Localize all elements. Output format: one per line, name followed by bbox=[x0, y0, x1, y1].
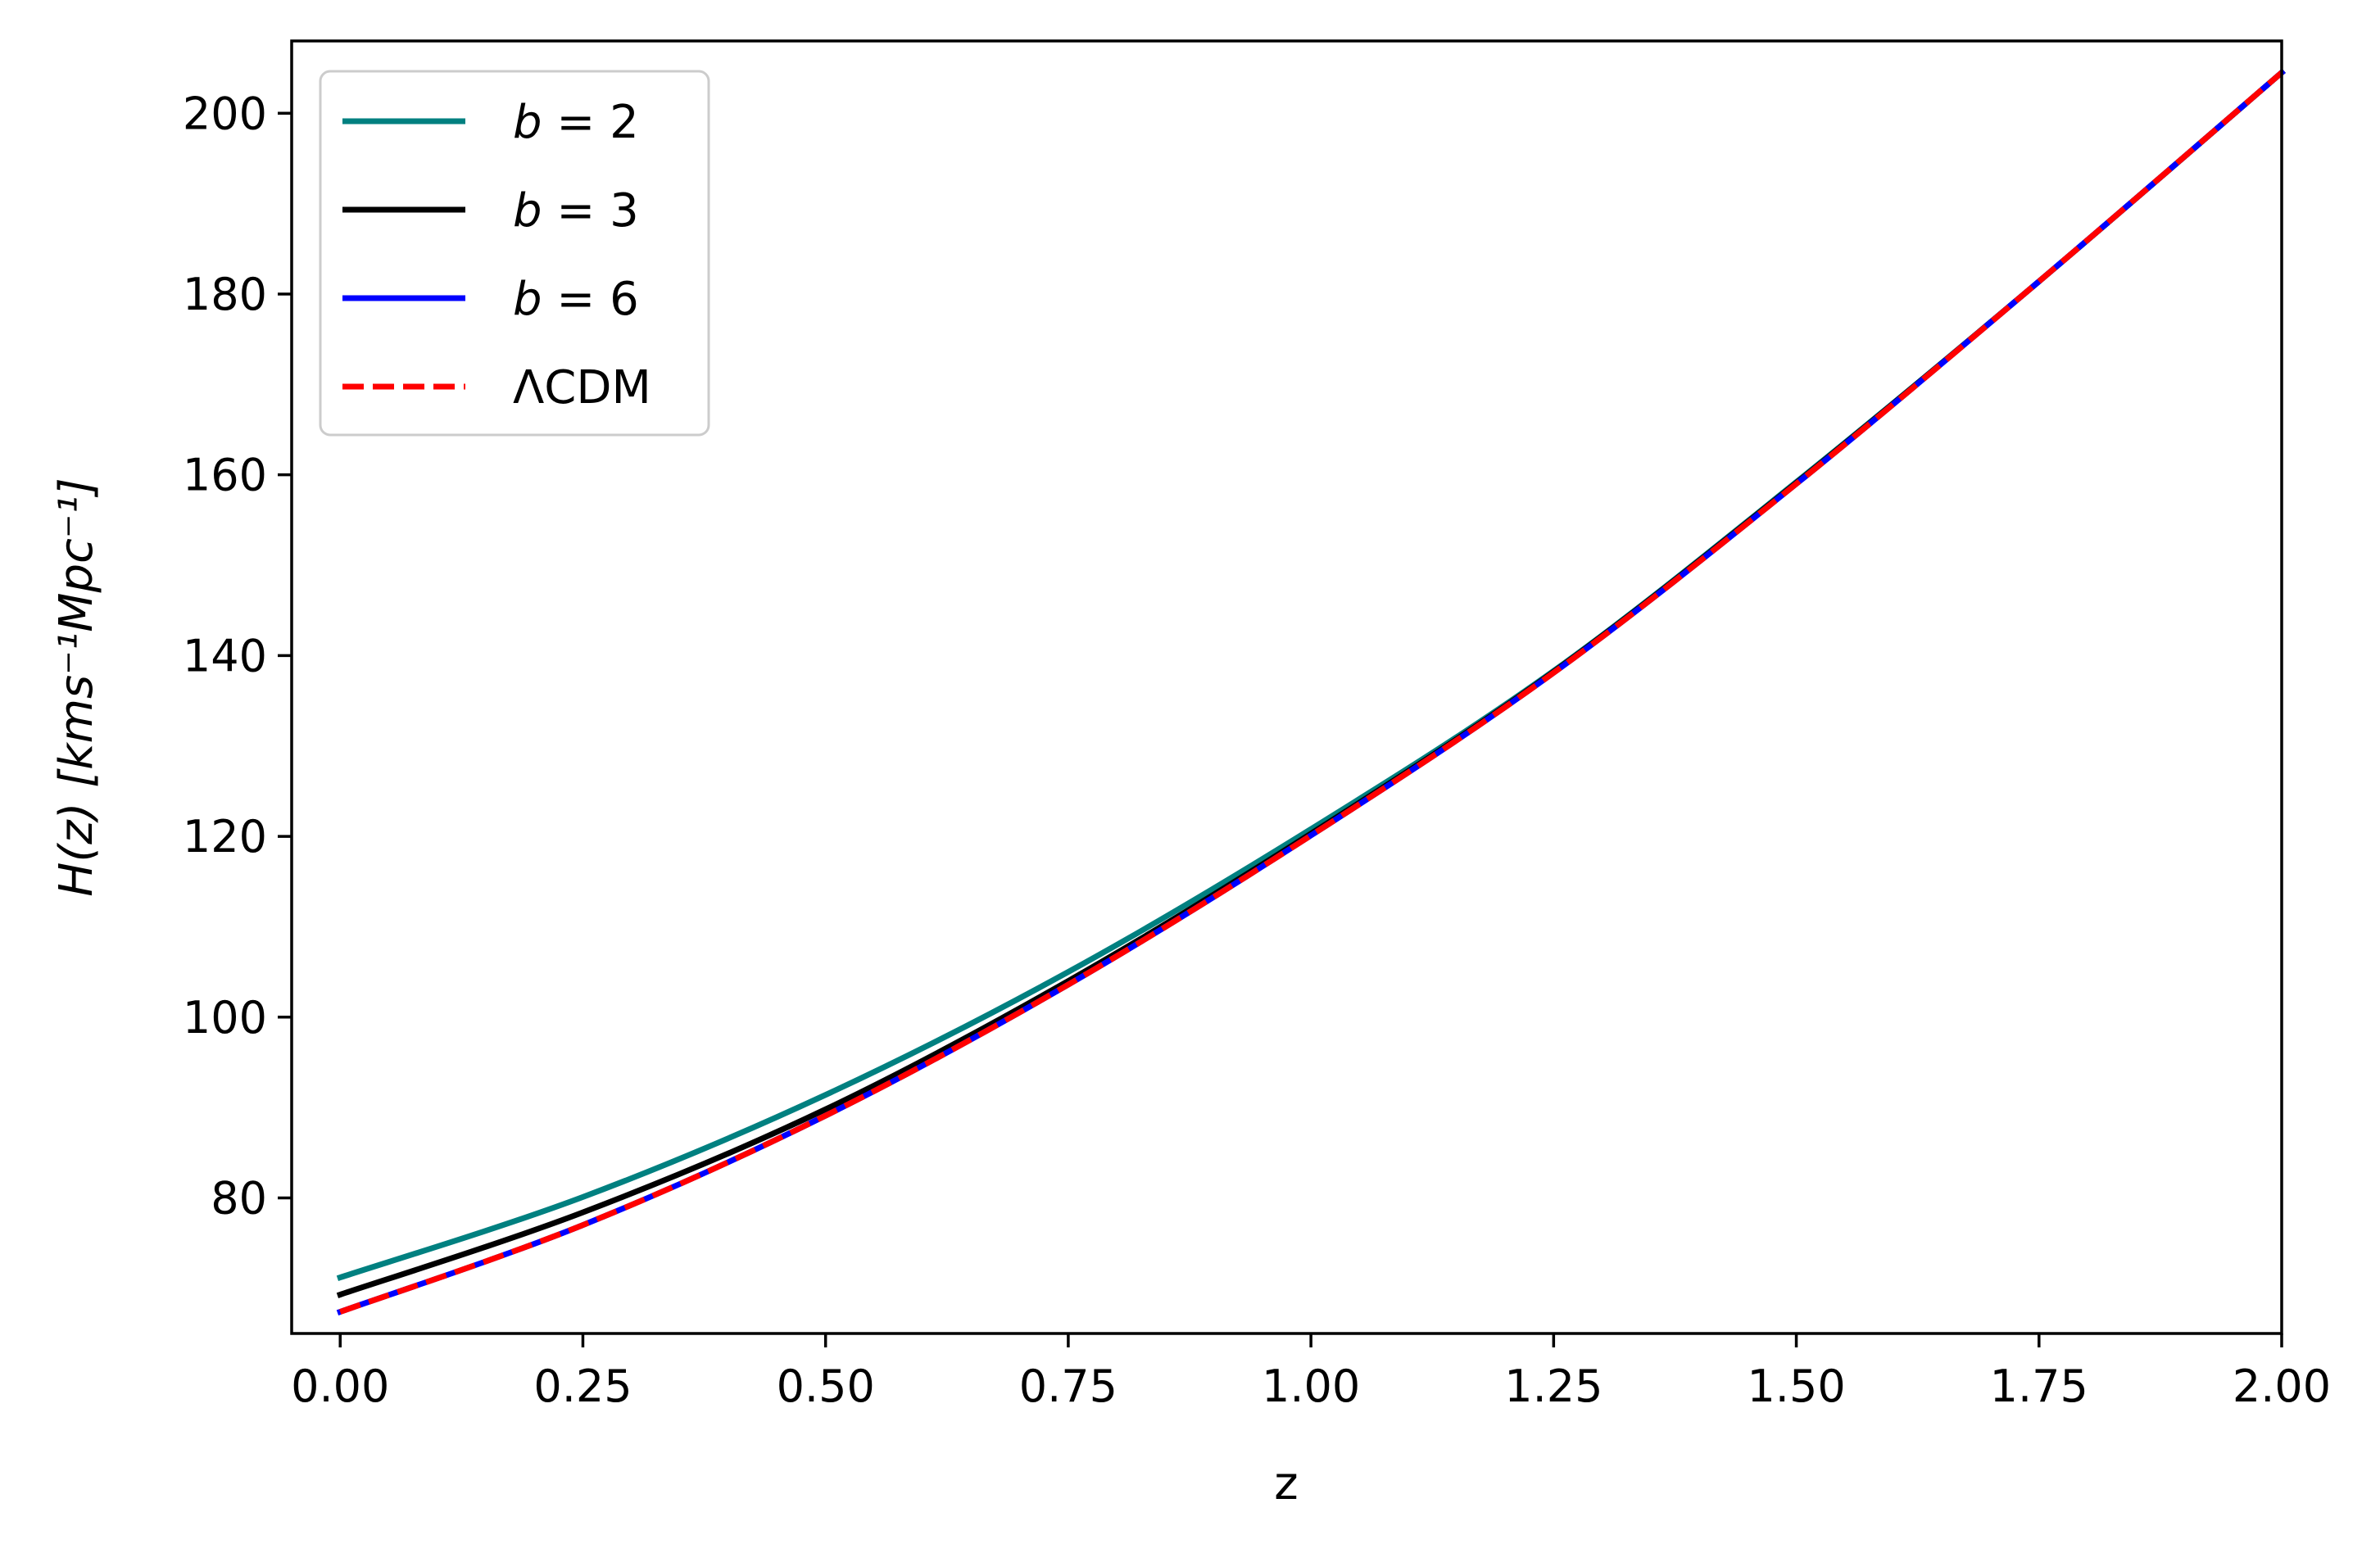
series-layer bbox=[336, 68, 2286, 1315]
x-axis-label: z bbox=[1274, 1457, 1298, 1510]
x-tick-label: 0.25 bbox=[533, 1361, 632, 1412]
y-tick-label: 100 bbox=[183, 992, 267, 1044]
legend-label-1: b = 2 bbox=[513, 96, 639, 149]
x-tick-label: 1.75 bbox=[1990, 1361, 2088, 1412]
x-tick-label: 1.50 bbox=[1747, 1361, 1845, 1412]
y-tick-label: 80 bbox=[211, 1172, 267, 1224]
x-tick-label: 1.00 bbox=[1262, 1361, 1360, 1412]
x-tick-label: 2.00 bbox=[2233, 1361, 2331, 1412]
y-axis: 80 100 120 140 160 180 200 bbox=[183, 88, 292, 1224]
y-tick-label: 200 bbox=[183, 88, 267, 139]
legend-box bbox=[319, 70, 710, 437]
x-tick-label: 0.50 bbox=[777, 1361, 875, 1412]
y-tick-label: 140 bbox=[183, 630, 267, 681]
y-tick-label: 120 bbox=[183, 811, 267, 863]
legend-items: b = 2 b = 3 b = 6 ΛCDM bbox=[342, 96, 651, 414]
series-line-4 bbox=[339, 70, 2284, 1315]
x-tick-label: 0.75 bbox=[1019, 1361, 1117, 1412]
y-axis-label: H(z) [kms⁻¹Mpc⁻¹] bbox=[50, 478, 103, 897]
legend-label-3: b = 6 bbox=[513, 273, 639, 326]
plot-frame bbox=[290, 39, 2283, 1335]
x-axis: 0.00 0.25 0.50 0.75 1.00 1.25 1.50 1.75 2.00 bbox=[291, 1333, 2331, 1412]
x-tick-label: 0.00 bbox=[291, 1361, 389, 1412]
x-tick-label: 1.25 bbox=[1504, 1361, 1603, 1412]
legend-label-2: b = 3 bbox=[513, 184, 639, 238]
legend-label-4: ΛCDM bbox=[513, 361, 651, 414]
y-tick-label: 160 bbox=[183, 450, 267, 501]
legend: b = 2 b = 3 b = 6 ΛCDM bbox=[319, 70, 710, 437]
y-tick-label: 180 bbox=[183, 269, 267, 320]
